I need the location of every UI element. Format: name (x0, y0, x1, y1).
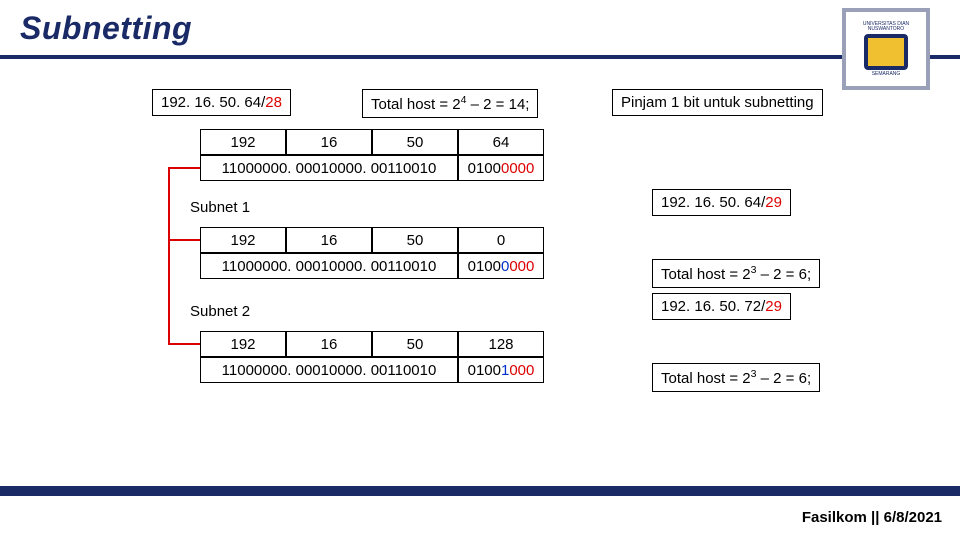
subnet2-octet-1: 16 (286, 331, 372, 357)
subnet1-label: Subnet 1 (190, 199, 250, 216)
subnet2-ip-box: 192. 16. 50. 72/29 (652, 293, 791, 320)
main-bin-left: 11000000. 00010000. 00110010 (200, 155, 458, 181)
main-ip-box: 192. 16. 50. 64/28 (152, 89, 291, 116)
main-octet-0: 192 (200, 129, 286, 155)
pinjam-box: Pinjam 1 bit untuk subnetting (612, 89, 823, 116)
subnet1-octet-1: 16 (286, 227, 372, 253)
subnet2-octet-0: 192 (200, 331, 286, 357)
footer-site: Fasilkom (802, 509, 867, 526)
connector-arm-s1 (168, 239, 200, 241)
subnet1-octet-0: 192 (200, 227, 286, 253)
subnet2-total-host-box: Total host = 23 – 2 = 6; (652, 363, 820, 392)
header: Subnetting UNIVERSITAS DIAN NUSWANTORO S… (0, 0, 960, 59)
connector-arm-main (168, 167, 200, 169)
subnet1-bin-right: 01000000 (458, 253, 544, 279)
subnet2-bin-left: 11000000. 00010000. 00110010 (200, 357, 458, 383)
connector-trunk (168, 167, 170, 345)
subnet2-label: Subnet 2 (190, 303, 250, 320)
footer-date: 6/8/2021 (884, 509, 942, 526)
diagram-area: 192. 16. 50. 64/28 Total host = 24 – 2 = … (0, 59, 960, 479)
bottom-accent-bar (0, 486, 960, 496)
subnet2-bin-right: 01001000 (458, 357, 544, 383)
main-octet-3: 64 (458, 129, 544, 155)
subnet2-octet-3: 128 (458, 331, 544, 357)
main-octet-1: 16 (286, 129, 372, 155)
subnet1-octet-2: 50 (372, 227, 458, 253)
connector-arm-s2 (168, 343, 200, 345)
main-octet-2: 50 (372, 129, 458, 155)
page-title: Subnetting (20, 10, 940, 47)
subnet1-total-host-box: Total host = 23 – 2 = 6; (652, 259, 820, 288)
subnet2-octet-2: 50 (372, 331, 458, 357)
main-bin-right: 01000000 (458, 155, 544, 181)
subnet1-octet-3: 0 (458, 227, 544, 253)
footer: Fasilkom || 6/8/2021 (802, 509, 942, 526)
footer-sep: || (871, 509, 879, 526)
subnet1-ip-box: 192. 16. 50. 64/29 (652, 189, 791, 216)
subnet1-bin-left: 11000000. 00010000. 00110010 (200, 253, 458, 279)
main-total-host-box: Total host = 24 – 2 = 14; (362, 89, 538, 118)
